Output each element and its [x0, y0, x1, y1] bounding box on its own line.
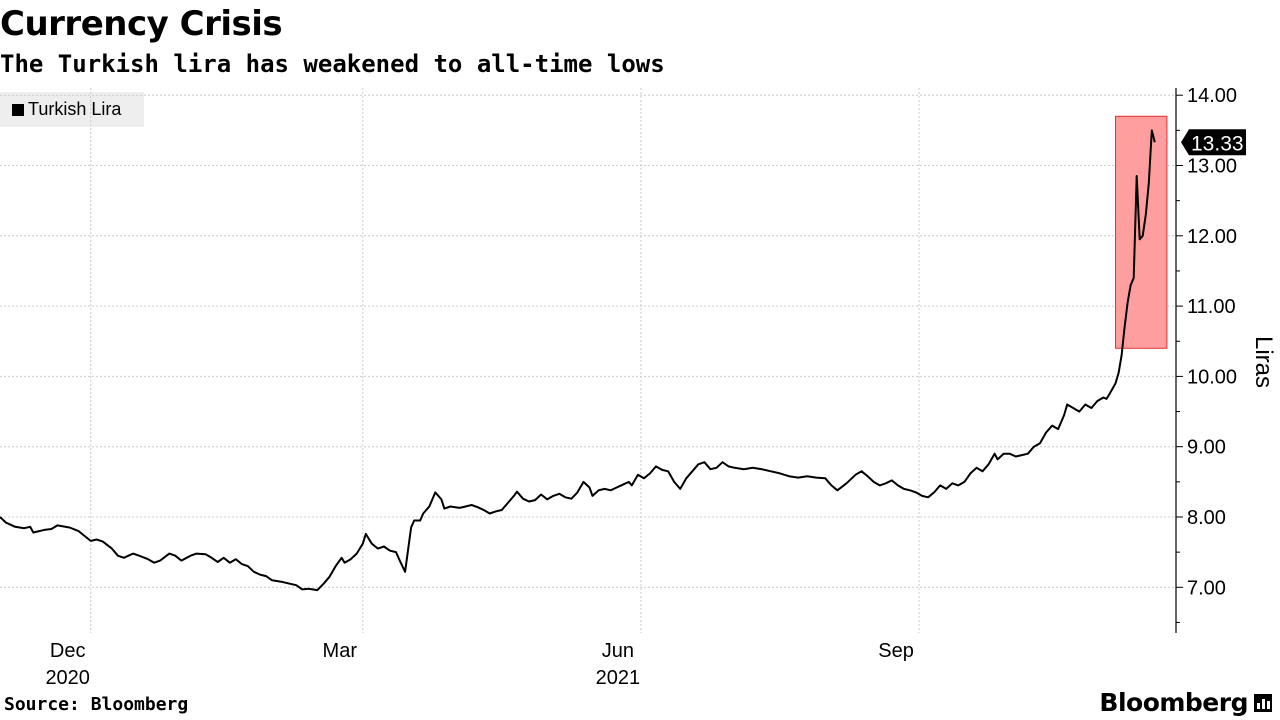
y-axis-title: Liras: [1250, 336, 1277, 388]
y-tick-label: 14.00: [1187, 85, 1237, 107]
last-value-badge: [1181, 129, 1246, 156]
y-tick-label: 7.00: [1187, 577, 1226, 599]
last-value-label: 13.33: [1191, 132, 1244, 155]
legend: Turkish Lira: [0, 92, 144, 127]
y-tick-label: 10.00: [1187, 366, 1237, 388]
y-tick-label: 9.00: [1187, 437, 1226, 459]
x-tick-label: Dec: [50, 640, 86, 662]
x-tick-year-label: 2020: [45, 667, 90, 689]
series-line-turkish-lira: [0, 129, 1156, 592]
x-tick-label: Mar: [323, 640, 358, 662]
y-tick-label: 12.00: [1187, 226, 1237, 248]
bloomberg-logo-icon: [1254, 694, 1272, 712]
y-tick-label: 13.00: [1187, 156, 1237, 178]
chart-subtitle: The Turkish lira has weakened to all-tim…: [0, 50, 665, 78]
brand-logo-text: Bloomberg: [1099, 688, 1248, 717]
x-tick-label: Jun: [602, 640, 634, 662]
chart-title: Currency Crisis: [0, 4, 283, 44]
legend-swatch: [12, 103, 24, 116]
source-note: Source: Bloomberg: [4, 694, 189, 715]
highlight-box: [1115, 115, 1168, 349]
x-tick-year-label: 2021: [596, 667, 641, 689]
y-tick-label: 11.00: [1187, 296, 1236, 318]
x-tick-label: Sep: [878, 640, 914, 662]
y-tick-label: 8.00: [1187, 507, 1226, 529]
legend-label: Turkish Lira: [28, 99, 122, 119]
